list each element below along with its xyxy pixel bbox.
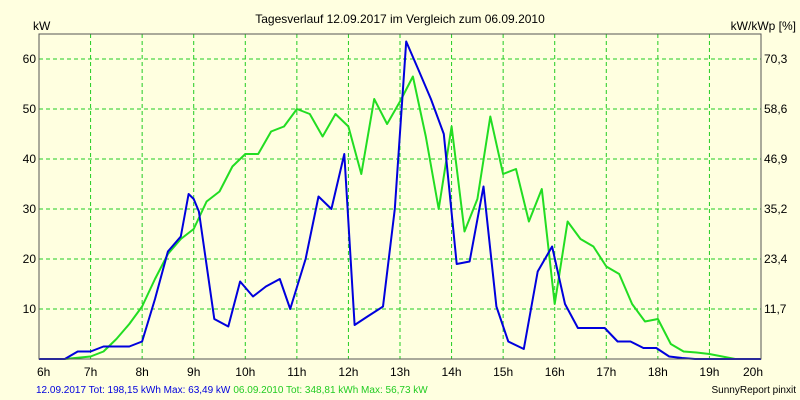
right-axis-unit-label: kW/kWp [%] <box>731 19 796 33</box>
footer-summary: 12.09.2017 Tot: 198,15 kWh Max: 63,49 kW… <box>36 385 428 396</box>
x-tick-label: 18h <box>648 365 668 379</box>
grid-lines <box>39 34 761 359</box>
left-axis-unit-label: kW <box>33 19 51 33</box>
footer-credit: SunnyReport pinxit <box>712 385 797 396</box>
series-line-06-09-2010 <box>39 75 761 360</box>
y-axis-left: 10 20 30 40 50 60 <box>23 52 37 316</box>
footer-summary-2017: 12.09.2017 Tot: 198,15 kWh Max: 63,49 kW <box>36 385 231 396</box>
x-tick-label: 19h <box>699 365 719 379</box>
y-right-tick-label: 46,9 <box>764 152 788 166</box>
y-left-tick-label: 10 <box>23 302 37 316</box>
x-tick-label: 13h <box>390 365 410 379</box>
x-axis: 6h 7h 8h 9h 10h 11h 12h 13h 14h 15h 16h 17h 18h 19h 20… <box>37 365 763 379</box>
y-left-tick-label: 50 <box>23 102 37 116</box>
y-left-tick-label: 60 <box>23 52 37 66</box>
x-tick-label: 14h <box>442 365 462 379</box>
x-tick-label: 15h <box>493 365 513 379</box>
y-right-tick-label: 11,7 <box>764 302 787 316</box>
series-line-12-09-2017 <box>39 40 761 360</box>
plot-frame <box>38 33 762 360</box>
y-right-tick-label: 70,3 <box>764 52 788 66</box>
series-layer <box>39 40 761 360</box>
y-axis-right: 11,7 23,4 35,2 46,9 58,6 70,3 <box>764 52 788 316</box>
x-tick-label: 7h <box>84 365 97 379</box>
y-right-tick-label: 35,2 <box>764 202 788 216</box>
y-right-tick-label: 58,6 <box>764 102 788 116</box>
y-left-tick-label: 30 <box>23 202 37 216</box>
footer-summary-2010: 06.09.2010 Tot: 348,81 kWh Max: 56,73 kW <box>233 385 428 396</box>
y-left-tick-label: 40 <box>23 152 37 166</box>
x-tick-label: 20h <box>743 365 763 379</box>
x-tick-label: 6h <box>37 365 50 379</box>
x-tick-label: 16h <box>545 365 565 379</box>
y-left-tick-label: 20 <box>23 252 37 266</box>
x-tick-label: 17h <box>596 365 616 379</box>
x-tick-label: 12h <box>338 365 358 379</box>
x-tick-label: 10h <box>235 365 255 379</box>
y-right-tick-label: 23,4 <box>764 252 788 266</box>
x-tick-label: 11h <box>287 365 306 379</box>
x-tick-label: 8h <box>135 365 148 379</box>
x-tick-label: 9h <box>187 365 200 379</box>
chart-title: Tagesverlauf 12.09.2017 im Vergleich zum… <box>255 12 545 26</box>
